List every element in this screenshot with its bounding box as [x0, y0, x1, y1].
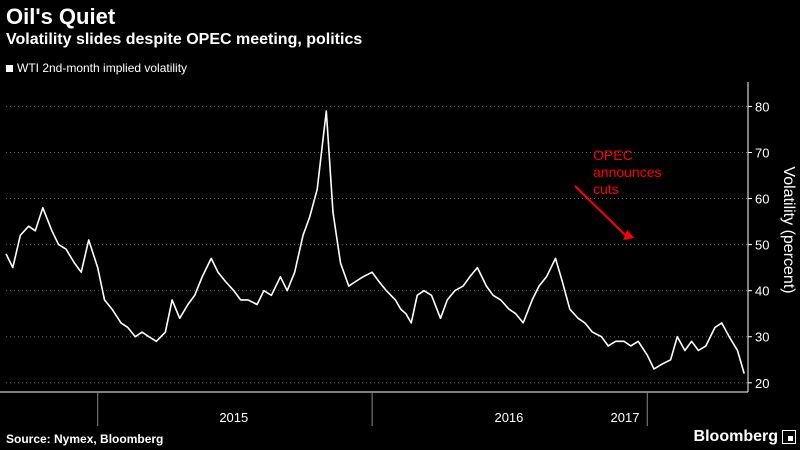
x-tick-label: 2015 — [219, 410, 248, 425]
chart-title: Oil's Quiet — [6, 4, 116, 29]
legend-swatch — [6, 64, 13, 72]
annotation-text: OPEC announces cuts — [593, 147, 703, 198]
annotation-line: OPEC — [593, 147, 633, 163]
y-tick-label: 80 — [755, 99, 769, 114]
y-tick-label: 70 — [755, 145, 769, 160]
y-tick-label: 60 — [755, 192, 769, 207]
y-axis-label: Volatility (percent) — [780, 166, 797, 293]
x-tick-label: 2016 — [494, 410, 523, 425]
legend: WTI 2nd-month implied volatility — [6, 61, 187, 75]
chart-subtitle: Volatility slides despite OPEC meeting, … — [6, 31, 363, 48]
brand-name: Bloomberg — [693, 428, 778, 445]
y-tick-label: 50 — [755, 238, 769, 253]
y-tick-label: 20 — [755, 376, 769, 391]
annotation-arrow-head — [623, 230, 635, 240]
annotation-arrow-line — [574, 185, 628, 238]
y-tick-label: 30 — [755, 330, 769, 345]
x-tick-label: 2017 — [611, 410, 640, 425]
legend-label: WTI 2nd-month implied volatility — [17, 61, 188, 75]
series-line — [5, 110, 745, 374]
brand-logo-icon — [782, 430, 796, 444]
annotation-line: announces — [593, 164, 662, 180]
source-note: Source: Nymex, Bloomberg — [6, 432, 164, 446]
annotation-line: cuts — [593, 181, 619, 197]
y-tick-label: 40 — [755, 284, 769, 299]
